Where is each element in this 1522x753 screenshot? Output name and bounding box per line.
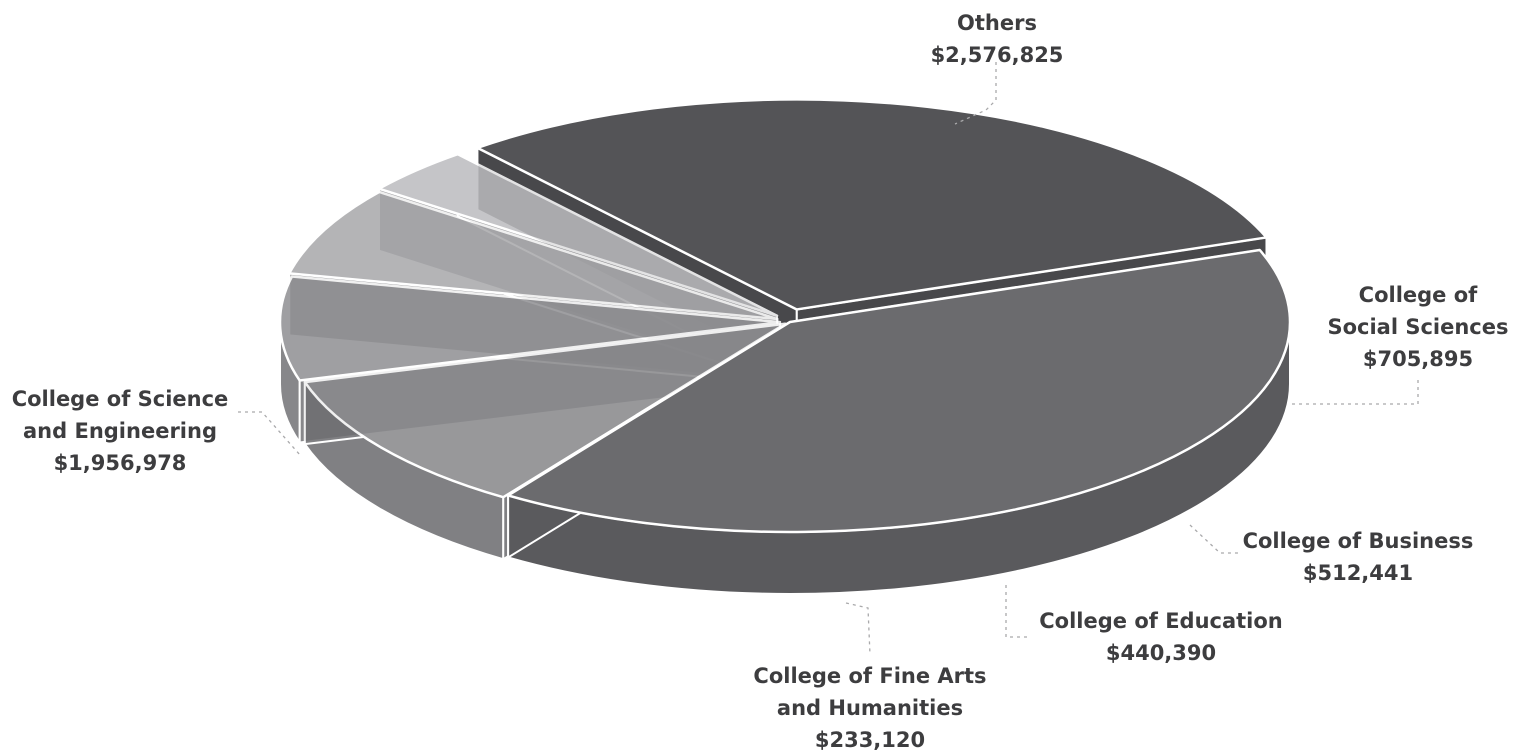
slice-value-label: $440,390 — [1106, 641, 1216, 665]
slice-name-label: College of Science — [12, 387, 229, 411]
slice-value-label: $2,576,825 — [931, 43, 1064, 67]
slice-name-label: and Humanities — [777, 696, 963, 720]
slice-name-label: College of Fine Arts — [753, 664, 986, 688]
slice-label: College of Social Sciences $705,895 — [1327, 283, 1508, 371]
slice-name-label: College of — [1359, 283, 1478, 307]
slice-label: College of Business $512,441 — [1243, 529, 1474, 585]
leader-line — [1292, 380, 1419, 405]
slice-value-label: $1,956,978 — [54, 451, 187, 475]
pie-slice — [506, 248, 1292, 595]
slice-name-label: College of Business — [1243, 529, 1474, 553]
slice-name-label: and Engineering — [23, 419, 217, 443]
slice-label: College of Fine Arts and Humanities $233,1… — [753, 664, 986, 752]
slice-value-label: $705,895 — [1363, 347, 1473, 371]
leader-line — [238, 411, 301, 456]
slice-label: Others $2,576,825 — [931, 11, 1064, 67]
slice-name-label: Social Sciences — [1327, 315, 1508, 339]
slice-name-label: Others — [957, 11, 1037, 35]
leader-line — [1189, 524, 1240, 554]
slice-label: College of Science and Engineering $1,956,… — [12, 387, 229, 475]
leader-line — [845, 602, 871, 656]
slice-value-label: $512,441 — [1303, 561, 1413, 585]
slice-name-label: College of Education — [1039, 609, 1283, 633]
leader-line — [1005, 585, 1030, 638]
slice-label: College of Education $440,390 — [1039, 609, 1283, 665]
slice-value-label: $233,120 — [815, 728, 925, 752]
